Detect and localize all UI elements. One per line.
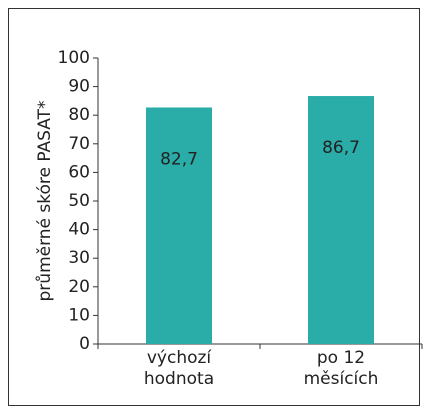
y-tick-label: 90	[68, 77, 90, 97]
value-label: 82,7	[160, 149, 198, 169]
bar	[146, 107, 212, 344]
bar	[308, 96, 374, 345]
frame	[8, 8, 420, 406]
y-tick-label: 60	[68, 162, 90, 182]
x-tick-label: po 12 měsících	[303, 348, 379, 389]
x-tick-label: výchozí hodnota	[143, 348, 215, 389]
y-tick-label: 70	[68, 134, 90, 154]
y-tick-label: 40	[68, 220, 90, 240]
y-tick-label: 20	[68, 277, 90, 297]
y-tick-label: 10	[68, 305, 90, 325]
y-tick-label: 80	[68, 105, 90, 125]
y-axis-label: průměrné skóre PASAT*	[35, 101, 55, 302]
y-tick-label: 50	[68, 191, 90, 211]
value-label: 86,7	[322, 138, 360, 158]
y-tick-label: 100	[58, 48, 90, 68]
y-tick-label: 30	[68, 248, 90, 268]
y-tick-label: 0	[79, 334, 90, 354]
